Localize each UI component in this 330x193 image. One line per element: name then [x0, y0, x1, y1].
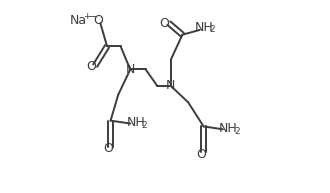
Text: Na: Na	[70, 14, 87, 27]
Text: O: O	[159, 17, 169, 30]
Text: 2: 2	[142, 121, 148, 130]
Text: −: −	[89, 12, 98, 22]
Text: O: O	[103, 142, 113, 155]
Text: N: N	[126, 63, 135, 76]
Text: O: O	[93, 14, 103, 27]
Text: +: +	[83, 12, 90, 21]
Text: O: O	[197, 148, 207, 161]
Text: N: N	[166, 79, 176, 92]
Text: NH: NH	[195, 20, 214, 34]
Text: NH: NH	[219, 122, 238, 135]
Text: 2: 2	[234, 127, 240, 136]
Text: NH: NH	[127, 116, 146, 129]
Text: O: O	[86, 60, 96, 73]
Text: 2: 2	[210, 25, 215, 34]
